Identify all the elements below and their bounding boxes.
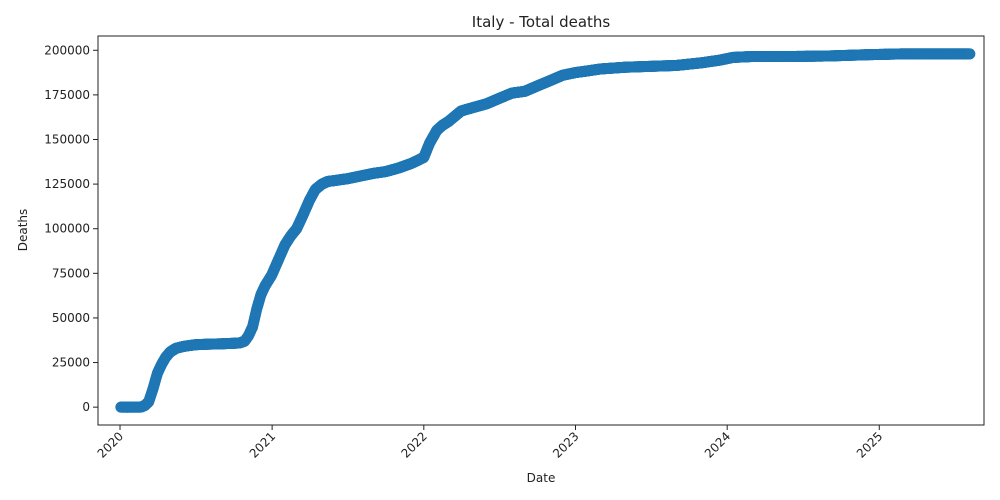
y-tick-label: 100000 bbox=[44, 222, 90, 236]
chart-title: Italy - Total deaths bbox=[472, 13, 611, 31]
y-axis: 0 25000 50000 75000 100000 125000 150000 175000… bbox=[44, 43, 98, 414]
y-tick-label: 25000 bbox=[52, 356, 90, 370]
y-tick-label: 150000 bbox=[44, 132, 90, 146]
data-point bbox=[964, 48, 976, 60]
y-tick-label: 175000 bbox=[44, 88, 90, 102]
y-axis-label: Deaths bbox=[16, 209, 30, 252]
data-points bbox=[115, 48, 976, 413]
plot-area-frame bbox=[97, 35, 985, 426]
y-tick-label: 0 bbox=[82, 400, 90, 414]
y-tick-label: 50000 bbox=[52, 311, 90, 325]
x-axis-label: Date bbox=[527, 471, 556, 485]
y-tick-label: 200000 bbox=[44, 43, 90, 57]
y-tick-label: 75000 bbox=[52, 266, 90, 280]
y-tick-label: 125000 bbox=[44, 177, 90, 191]
